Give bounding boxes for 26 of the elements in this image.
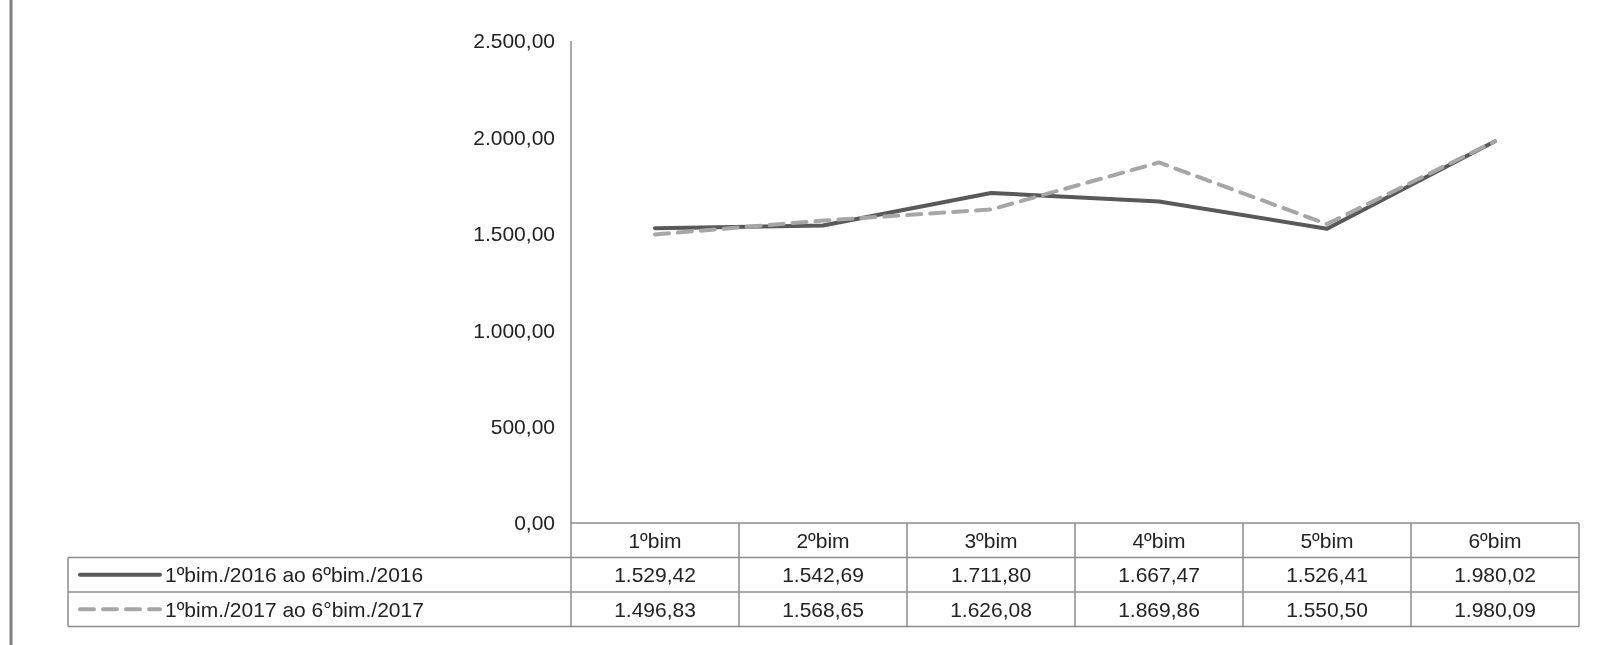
data-label: 1.980,02	[1454, 563, 1536, 587]
data-label: 1.869,86	[1118, 597, 1200, 621]
y-tick-label: 0,00	[514, 511, 555, 535]
x-tick-label: 1ºbim	[628, 528, 682, 552]
data-label: 1.496,83	[614, 597, 696, 621]
x-tick-label: 2ºbim	[796, 528, 850, 552]
data-label: 1.626,08	[950, 597, 1032, 621]
x-tick-label: 4ºbim	[1132, 528, 1186, 552]
y-tick-label: 1.000,00	[473, 318, 555, 342]
y-tick-label: 1.500,00	[473, 222, 555, 246]
legend-label: 1ºbim./2016 ao 6ºbim./2016	[165, 563, 424, 587]
y-tick-label: 500,00	[490, 414, 555, 438]
data-label: 1.568,65	[782, 597, 864, 621]
y-tick-label: 2.500,00	[473, 29, 555, 53]
data-label: 1.980,09	[1454, 597, 1536, 621]
data-label: 1.711,80	[950, 563, 1032, 587]
data-label: 1.550,50	[1286, 597, 1368, 621]
data-label: 1.529,42	[614, 563, 696, 587]
legend-label: 1ºbim./2017 ao 6°bim./2017	[165, 597, 424, 621]
x-tick-label: 6ºbim	[1468, 528, 1522, 552]
y-tick-label: 2.000,00	[473, 125, 555, 149]
x-tick-label: 5ºbim	[1300, 528, 1354, 552]
x-tick-label: 3ºbim	[964, 528, 1018, 552]
data-label: 1.542,69	[782, 563, 864, 587]
data-label: 1.526,41	[1286, 563, 1368, 587]
data-label: 1.667,47	[1118, 563, 1200, 587]
